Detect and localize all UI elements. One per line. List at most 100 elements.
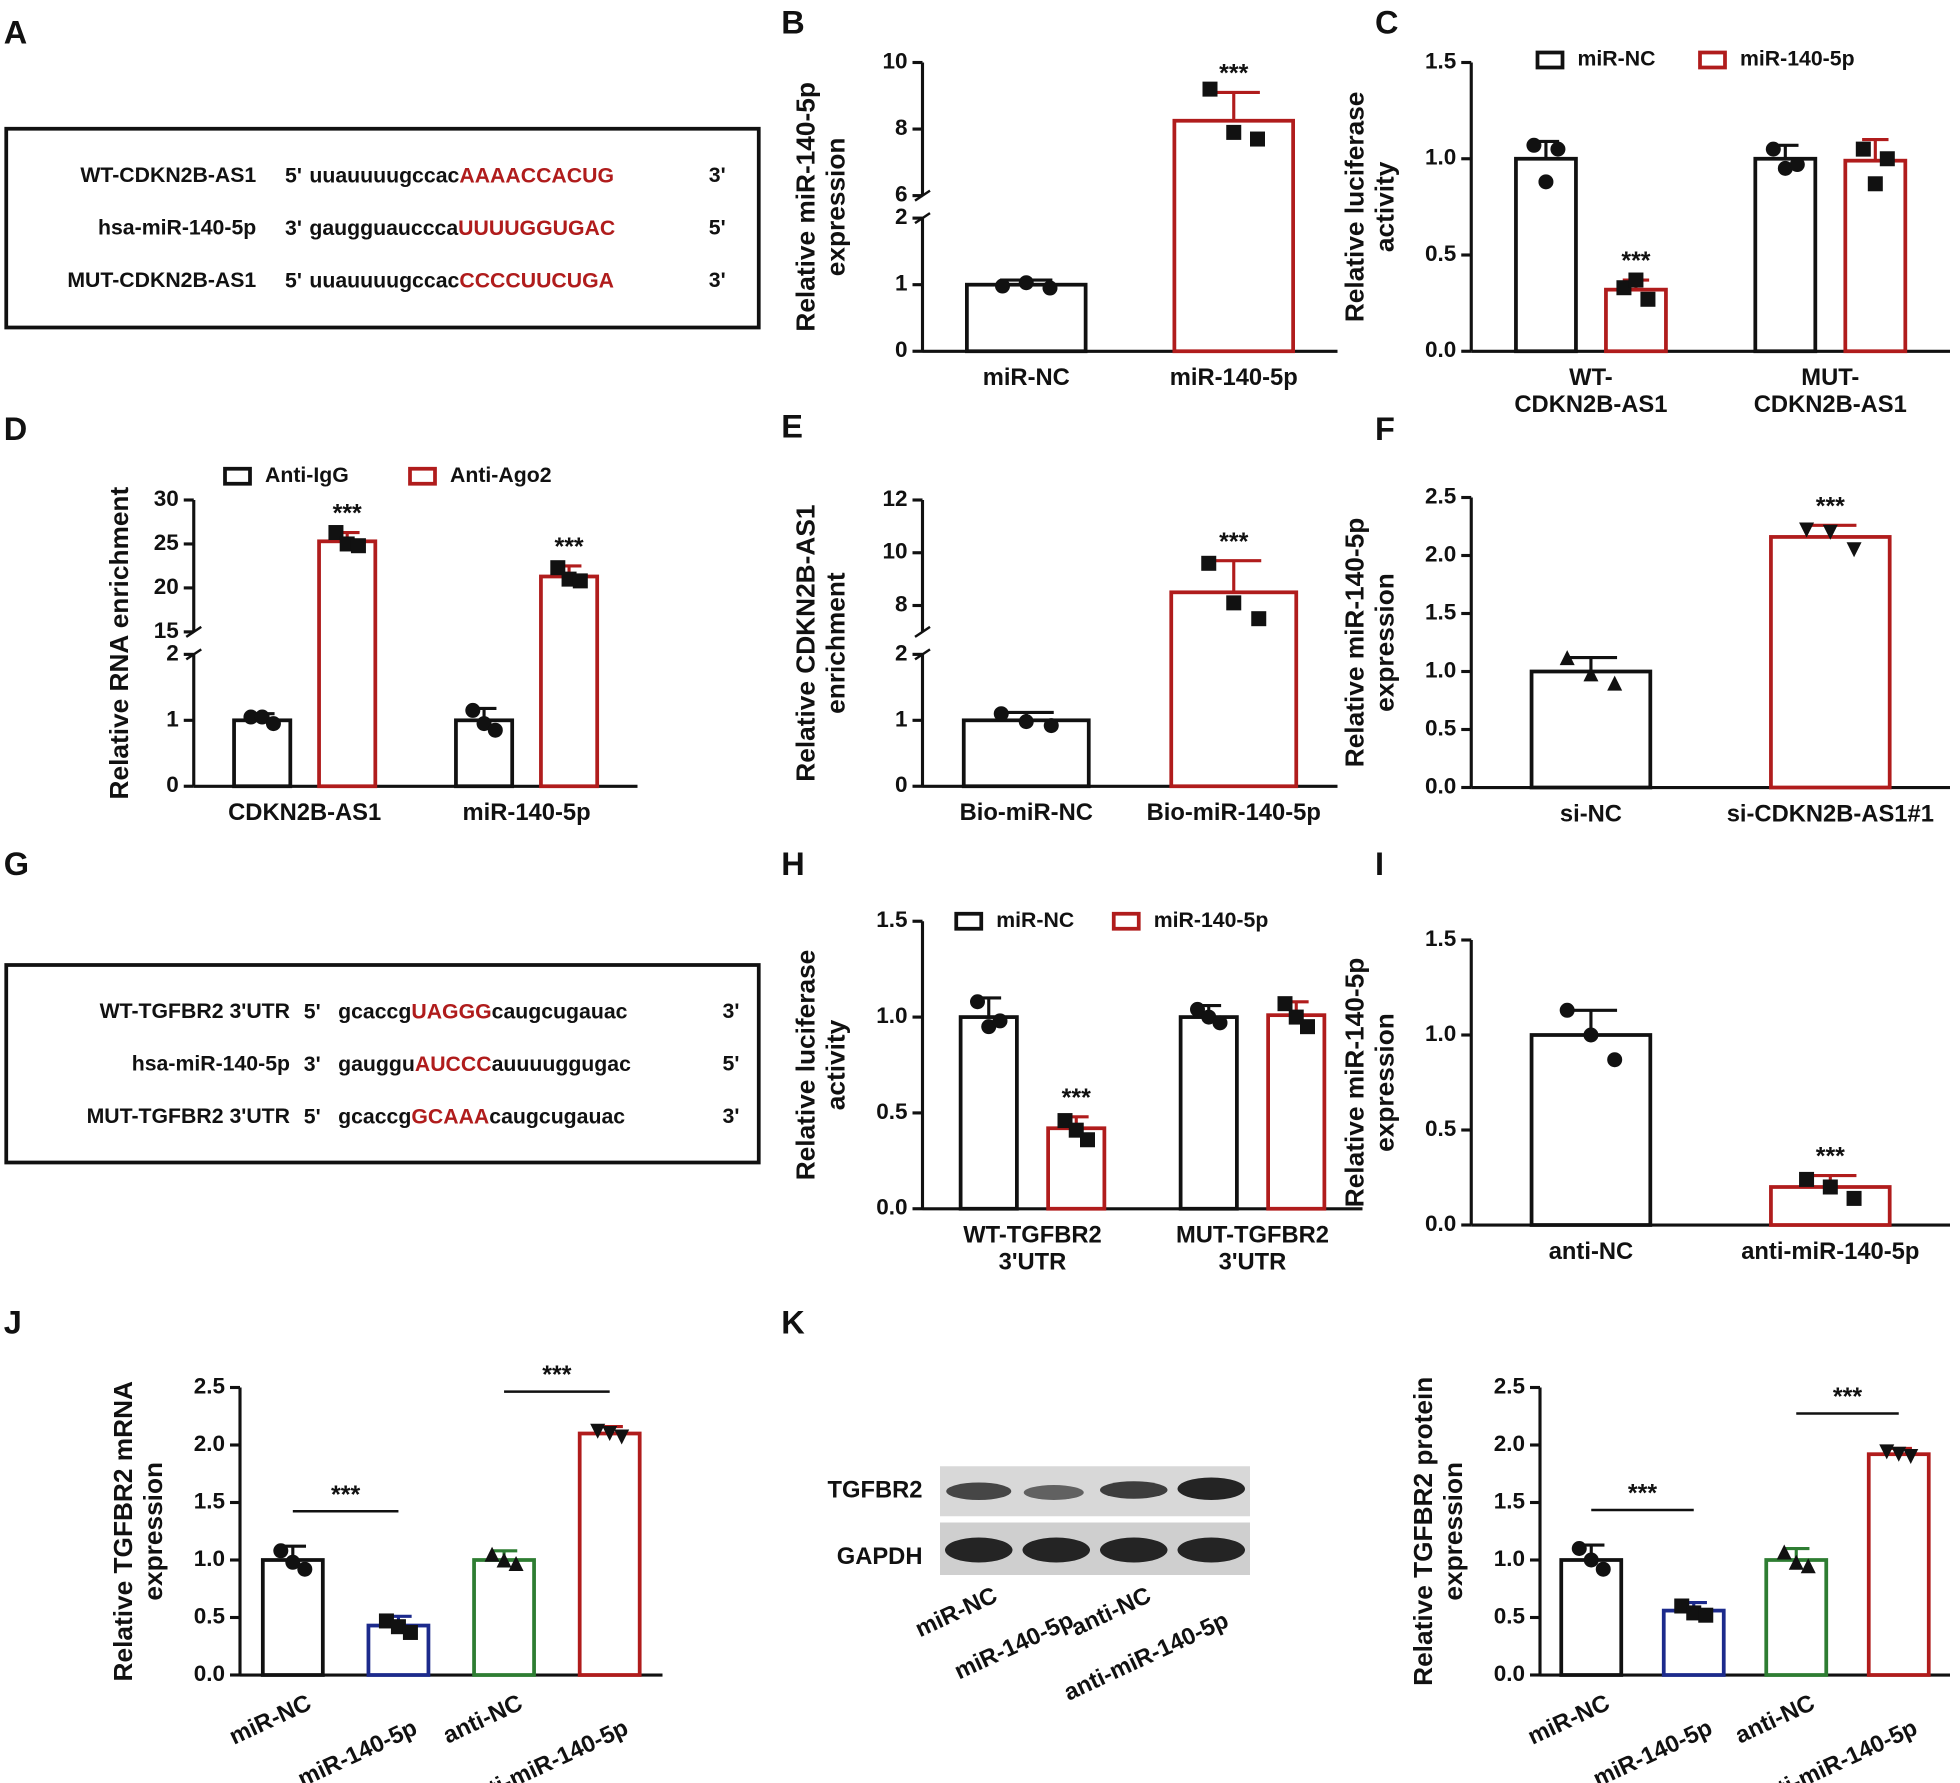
data-point xyxy=(1277,996,1293,1012)
legend-swatch xyxy=(1111,911,1141,931)
panel-letter: J xyxy=(4,1305,22,1341)
x-tick-label: MUT-CDKN2B-AS1 xyxy=(1754,364,1907,418)
y-tick-label: 2.5 xyxy=(1494,1373,1525,1398)
significance: *** xyxy=(542,1361,571,1389)
bar xyxy=(1046,1126,1107,1211)
bar xyxy=(1769,535,1892,790)
y-tick-label: 0.0 xyxy=(194,1661,225,1686)
y-tick-label: 12 xyxy=(882,486,907,511)
data-point xyxy=(1788,1554,1804,1570)
bar xyxy=(1764,1558,1829,1677)
y-tick-label: 1.5 xyxy=(194,1488,225,1513)
y-tick-label: 1.5 xyxy=(1494,1488,1525,1513)
data-point xyxy=(1867,176,1883,192)
data-point xyxy=(1822,524,1838,540)
y-tick-label: 1.0 xyxy=(1425,145,1456,170)
data-point xyxy=(1190,1001,1205,1017)
legend-swatch xyxy=(223,466,252,486)
data-point xyxy=(1571,1541,1587,1556)
sequence: 5' gcaccgGCAAAcaugcugauac xyxy=(304,1104,626,1128)
strand-end: 5' xyxy=(285,268,302,292)
data-point xyxy=(614,1429,630,1445)
y-tick-label: 8 xyxy=(895,591,908,616)
significance: *** xyxy=(1621,247,1650,275)
sequence-name: WT-TGFBR2 3'UTR xyxy=(100,999,290,1023)
significance: *** xyxy=(333,500,362,528)
x-tick-label: MUT-TGFBR2 3'UTR xyxy=(1176,1222,1329,1276)
legend-label: Anti-Ago2 xyxy=(450,463,552,487)
sequence-box xyxy=(4,126,761,330)
y-tick-label: 0 xyxy=(895,772,908,797)
y-tick-label: 8 xyxy=(895,115,908,140)
sequence-site: CCCCUUCUGA xyxy=(459,268,614,292)
sequence: 5' uuauuuugccacCCCCUUCUGA xyxy=(285,268,614,292)
strand-end: 3' xyxy=(709,163,726,187)
strand-end: 3' xyxy=(304,1052,321,1076)
data-point xyxy=(465,702,481,718)
y-tick-label: 15 xyxy=(154,618,179,643)
bar xyxy=(1866,1452,1931,1677)
significance: *** xyxy=(1062,1084,1091,1112)
data-point xyxy=(1765,141,1781,157)
bar xyxy=(1172,118,1295,354)
data-point xyxy=(1799,522,1815,538)
x-tick-label: miR-140-5p xyxy=(294,1714,421,1783)
sequence-plain: gauggu xyxy=(338,1052,415,1076)
data-point xyxy=(550,560,566,576)
strand-end: 5' xyxy=(304,1104,321,1128)
sequence-name: MUT-TGFBR2 3'UTR xyxy=(87,1104,290,1128)
data-point xyxy=(1212,1015,1228,1031)
bar xyxy=(539,574,600,789)
data-point xyxy=(1891,1446,1907,1462)
data-point xyxy=(1583,666,1599,682)
strand-end: 3' xyxy=(723,999,740,1023)
y-axis-title: Relative luciferaseactivity xyxy=(1339,92,1399,323)
data-point xyxy=(1201,1009,1217,1025)
x-tick-label: si-CDKN2B-AS1#1 xyxy=(1727,800,1934,827)
y-tick-label: 1 xyxy=(895,271,908,296)
sequence-plain: caugcugauac xyxy=(489,1104,625,1128)
data-point xyxy=(496,1552,512,1568)
data-point xyxy=(993,706,1009,722)
sequence-plain: auuuuggugac xyxy=(492,1052,631,1076)
y-tick-label: 0.5 xyxy=(194,1603,225,1628)
data-point xyxy=(1616,280,1632,296)
bar xyxy=(1178,1015,1239,1211)
y-tick-label: 1 xyxy=(895,706,908,731)
x-tick-label: anti-NC xyxy=(1731,1689,1819,1749)
blot-lane-label: anti-NC xyxy=(1067,1582,1155,1642)
strand-end: 5' xyxy=(709,215,726,239)
sequence: 3' gaugguaucccaUUUUGGUGAC xyxy=(285,215,615,239)
y-tick-label: 2.0 xyxy=(194,1431,225,1456)
data-point xyxy=(1043,718,1059,734)
data-point xyxy=(402,1624,418,1640)
data-point xyxy=(1300,1019,1315,1035)
data-point xyxy=(1538,174,1554,190)
panel-letter: C xyxy=(1375,5,1398,41)
x-tick-label: miR-NC xyxy=(225,1689,315,1750)
x-tick-label: WT-CDKN2B-AS1 xyxy=(1514,364,1667,418)
significance: *** xyxy=(1628,1480,1657,1508)
y-tick-label: 2 xyxy=(166,640,179,665)
blot-band xyxy=(1100,1537,1168,1563)
y-tick-label: 2 xyxy=(895,204,908,229)
data-point xyxy=(1550,141,1566,157)
sequence-plain: uuauuuugccac xyxy=(309,268,459,292)
x-tick-label: miR-NC xyxy=(983,364,1070,391)
y-tick-label: 0.5 xyxy=(876,1099,907,1124)
blot-band xyxy=(1022,1537,1090,1563)
y-tick-label: 2.0 xyxy=(1425,541,1456,566)
data-point xyxy=(1776,1544,1792,1560)
blot-band xyxy=(1100,1481,1168,1499)
sequence-site: AAAACCACUG xyxy=(459,163,614,187)
x-tick-label: CDKN2B-AS1 xyxy=(228,799,381,826)
y-tick-label: 2 xyxy=(895,640,908,665)
data-point xyxy=(1879,151,1895,167)
y-tick-label: 0.0 xyxy=(1425,773,1456,798)
data-point xyxy=(1226,595,1242,611)
bar xyxy=(1266,1013,1327,1211)
sequence-plain: gaugguauccca xyxy=(309,215,458,239)
data-point xyxy=(1607,675,1623,691)
strand-end: 3' xyxy=(723,1104,740,1128)
